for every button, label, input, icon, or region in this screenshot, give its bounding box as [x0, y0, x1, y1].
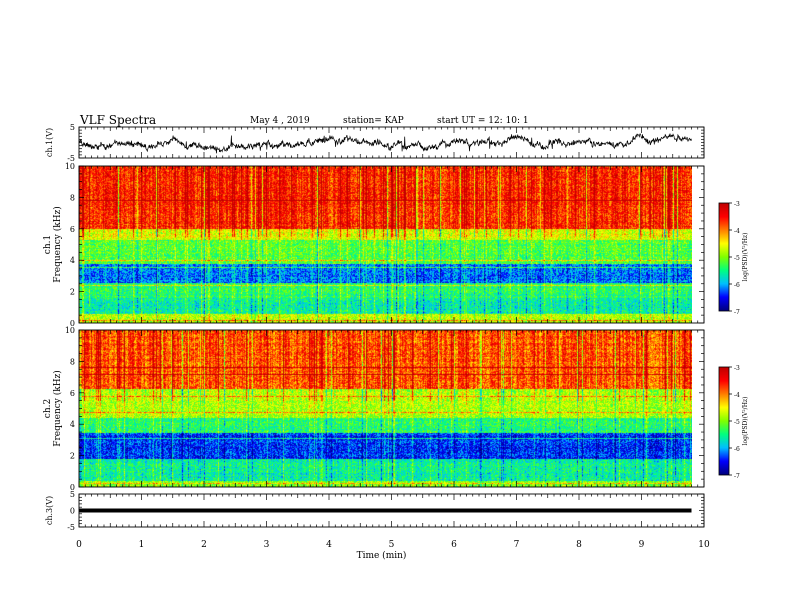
ch1-colorbar-tick-2: -5 [734, 255, 740, 262]
ch3-waveform-y-label: ch.3(V) [45, 496, 54, 525]
start-ut-label: start UT = 12: 10: 1 [437, 116, 529, 126]
ch2-colorbar-label: log(PSD)(V²/Hz) [742, 397, 749, 446]
ch1-colorbar-tick-0: -3 [734, 201, 740, 208]
x-axis-label: Time (min) [357, 550, 407, 561]
ch1-spectrogram-y-tick-8: 8 [70, 193, 75, 202]
ch1-waveform-y-tick--5: -5 [67, 154, 75, 163]
x-tick-label-10: 10 [698, 540, 710, 550]
ch2-spectrogram-y-label-channel: ch.2 [43, 399, 53, 418]
x-tick-label-4: 4 [326, 540, 332, 550]
ch1-spectrogram-y-tick-6: 6 [70, 225, 75, 234]
x-tick-label-2: 2 [201, 540, 207, 550]
x-tick-label-9: 9 [639, 540, 645, 550]
ch2-colorbar-tick-2: -5 [734, 419, 740, 426]
ch1-spectrogram-y-label-quantity: Frequency (kHz) [52, 206, 63, 283]
ch2-spectrogram-y-tick-0: 0 [70, 483, 75, 492]
ch2-spectrogram-y-label-quantity: Frequency (kHz) [52, 370, 63, 447]
ch1-spectrogram-y-tick-10: 10 [65, 162, 75, 171]
ch1-colorbar-tick-3: -6 [734, 282, 740, 289]
station-label: station= KAP [343, 116, 404, 126]
ch3-waveform-y-tick-5: 5 [70, 490, 75, 499]
x-tick-label-8: 8 [576, 540, 582, 550]
ch1-colorbar-tick-1: -4 [734, 228, 740, 235]
ch1-spectrogram-y-tick-0: 0 [70, 319, 75, 328]
ch2-colorbar-tick-4: -7 [734, 473, 740, 480]
ch1-colorbar-tick-4: -7 [734, 309, 740, 316]
ch2-colorbar-tick-0: -3 [734, 365, 740, 372]
date-label: May 4 , 2019 [250, 116, 310, 126]
x-tick-label-7: 7 [514, 540, 520, 550]
plot-title: VLF Spectra [80, 113, 157, 127]
ch2-colorbar-tick-3: -6 [734, 446, 740, 453]
ch1-spectrogram-image [79, 166, 692, 323]
ch2-spectrogram-image [79, 330, 692, 487]
x-tick-label-0: 0 [76, 540, 82, 550]
ch2-spectrogram-y-tick-2: 2 [70, 452, 75, 461]
ch2-colorbar-tick-1: -4 [734, 392, 740, 399]
ch2-spectrogram-y-tick-4: 4 [70, 420, 75, 429]
x-tick-label-1: 1 [139, 540, 145, 550]
ch1-waveform-y-label: ch.1(V) [45, 128, 54, 157]
x-tick-label-3: 3 [264, 540, 270, 550]
ch1-colorbar-label: log(PSD)(V²/Hz) [742, 233, 749, 282]
ch2-spectrogram-y-tick-8: 8 [70, 357, 75, 366]
x-tick-label-5: 5 [389, 540, 395, 550]
ch2-spectrogram-y-tick-10: 10 [65, 326, 75, 335]
ch3-waveform-y-tick--5: -5 [67, 523, 75, 532]
ch1-spectrogram-y-label-channel: ch.1 [43, 235, 53, 254]
ch2-colorbar [719, 367, 729, 475]
ch1-colorbar [719, 203, 729, 311]
x-tick-label-6: 6 [451, 540, 457, 550]
ch1-waveform-y-tick-5: 5 [70, 123, 75, 132]
ch3-waveform-y-tick-0: 0 [70, 507, 75, 516]
ch1-waveform-line [78, 133, 692, 154]
ch1-spectrogram-y-tick-4: 4 [70, 256, 75, 265]
ch1-spectrogram-y-tick-2: 2 [70, 288, 75, 297]
ch2-spectrogram-y-tick-6: 6 [70, 389, 75, 398]
